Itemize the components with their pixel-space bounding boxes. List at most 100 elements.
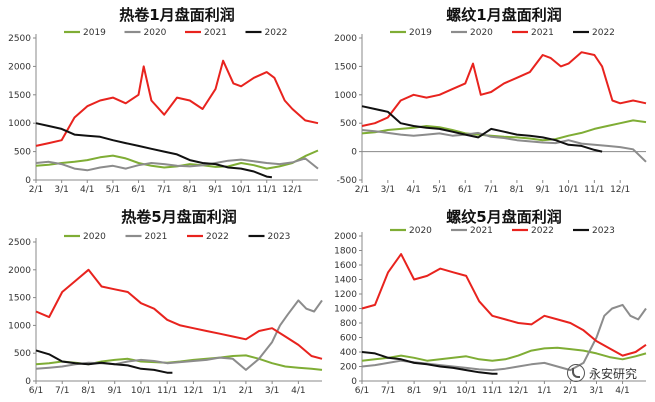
y-tick-label: 1000 — [8, 119, 31, 129]
y-tick-label: 1500 — [334, 62, 357, 72]
x-tick-label: 9/1 — [535, 185, 549, 195]
legend-label: 2023 — [268, 232, 291, 242]
legend-label: 2022 — [265, 28, 288, 38]
x-tick-label: 10/1 — [558, 185, 578, 195]
x-tick-label: 6/1 — [458, 185, 472, 195]
series-line-2020 — [361, 129, 647, 163]
x-tick-label: 2/1 — [29, 185, 43, 195]
x-tick-label: 3/1 — [589, 386, 603, 396]
chart-title: 热卷1月盘面利润 — [119, 6, 234, 24]
y-tick-label: 1000 — [8, 321, 31, 331]
x-tick-label: 9/1 — [433, 386, 447, 396]
chart-panel-2: 螺纹1月盘面利润 -500 0 500 1000 1500 2000 2/1 3/1 4/1 5/1… — [328, 0, 655, 200]
legend-label: 2020 — [144, 28, 167, 38]
y-tick-label: 600 — [340, 334, 357, 344]
x-tick-label: 5/1 — [106, 185, 120, 195]
series-line-2021 — [361, 51, 647, 127]
x-tick-label: 10/1 — [456, 386, 476, 396]
x-tick-label: 5/1 — [432, 185, 446, 195]
chart-svg: 热卷5月盘面利润 0 500 1000 1500 2000 2500 6/1 7/1 8/1 9/1… — [8, 208, 323, 396]
legend-label: 2022 — [531, 226, 554, 236]
x-tick-label: 12/1 — [282, 185, 302, 195]
series-line-2019 — [361, 119, 647, 142]
y-tick-label: 1500 — [8, 91, 31, 101]
y-tick-label: 500 — [14, 349, 31, 359]
series-line-2022 — [361, 105, 603, 153]
x-tick-label: 7/1 — [55, 386, 69, 396]
series-line-2023 — [35, 349, 173, 374]
y-tick-label: 0 — [351, 377, 357, 387]
x-tick-label: 3/1 — [381, 185, 395, 195]
y-tick-label: 0 — [351, 148, 357, 158]
x-tick-label: 3/1 — [54, 185, 68, 195]
x-tick-label: 4/1 — [80, 185, 94, 195]
chart-panel-4: 螺纹5月盘面利润 0 200 400 600 800 1000 1200 1400 1600 180… — [328, 202, 655, 402]
x-tick-label: 8/1 — [81, 386, 95, 396]
y-tick-label: 500 — [14, 148, 31, 158]
legend-label: 2019 — [409, 28, 432, 38]
series-line-2021 — [35, 59, 319, 147]
x-tick-label: 12/1 — [610, 185, 630, 195]
x-tick-label: 6/1 — [355, 386, 369, 396]
x-tick-label: 4/1 — [406, 185, 420, 195]
x-tick-label: 11/1 — [257, 185, 277, 195]
x-tick-label: 12/1 — [508, 386, 528, 396]
x-tick-label: 4/1 — [615, 386, 629, 396]
legend-label: 2020 — [470, 28, 493, 38]
x-tick-label: 2/1 — [563, 386, 577, 396]
x-tick-label: 2/1 — [355, 185, 369, 195]
series-line-2021 — [35, 299, 323, 371]
x-tick-label: 12/1 — [183, 386, 203, 396]
x-tick-label: 7/1 — [381, 386, 395, 396]
legend-label: 2021 — [531, 28, 554, 38]
x-tick-label: 6/1 — [131, 185, 145, 195]
chart-svg: 螺纹1月盘面利润 -500 0 500 1000 1500 2000 2/1 3/1 4/1 5/1… — [334, 6, 647, 195]
series-line-2020 — [361, 346, 647, 362]
legend-label: 2020 — [83, 232, 106, 242]
y-tick-label: 1000 — [334, 91, 357, 101]
x-tick-label: 11/1 — [584, 185, 604, 195]
series-line-2023 — [361, 351, 498, 375]
x-tick-label: 7/1 — [484, 185, 498, 195]
chart-svg: 螺纹5月盘面利润 0 200 400 600 800 1000 1200 1400 1600 180… — [334, 208, 647, 396]
y-tick-label: 1500 — [8, 294, 31, 304]
legend-label: 2020 — [409, 226, 432, 236]
x-tick-label: 1/1 — [212, 386, 226, 396]
chart-title: 螺纹1月盘面利润 — [446, 6, 561, 24]
series-line-2022 — [35, 268, 323, 360]
y-tick-label: 1000 — [334, 305, 357, 315]
y-tick-label: 800 — [340, 319, 357, 329]
series-line-2022 — [35, 122, 273, 179]
y-tick-label: 1200 — [334, 290, 357, 300]
y-tick-label: 2000 — [334, 232, 357, 242]
x-tick-label: 9/1 — [107, 386, 121, 396]
watermark: 永安研究 — [566, 364, 637, 382]
legend-label: 2021 — [204, 28, 227, 38]
x-tick-label: 3/1 — [265, 386, 279, 396]
legend-label: 2021 — [145, 232, 168, 242]
x-tick-label: 10/1 — [131, 386, 151, 396]
chart-title: 热卷5月盘面利润 — [121, 208, 236, 226]
chart-svg: 热卷1月盘面利润 0 500 1000 1500 2000 2500 2/1 3/1 4/1 5/1… — [8, 6, 319, 195]
x-tick-label: 2/1 — [239, 386, 253, 396]
wechat-logo-icon — [566, 364, 585, 382]
x-tick-label: 4/1 — [291, 386, 305, 396]
chart-panel-3: 热卷5月盘面利润 0 500 1000 1500 2000 2500 6/1 7/1 8/1 9/1… — [0, 202, 328, 402]
y-tick-label: 1600 — [334, 261, 357, 271]
y-tick-label: 0 — [25, 377, 31, 387]
series-line-2020 — [35, 157, 319, 172]
y-tick-label: 2500 — [8, 238, 31, 248]
legend-label: 2019 — [83, 28, 106, 38]
series-line-2022 — [361, 253, 647, 357]
y-tick-label: 2500 — [8, 34, 31, 44]
chart-panel-1: 热卷1月盘面利润 0 500 1000 1500 2000 2500 2/1 3/1 4/1 5/1… — [0, 0, 328, 200]
x-tick-label: 1/1 — [537, 386, 551, 396]
legend-label: 2022 — [592, 28, 615, 38]
y-tick-label: 2000 — [8, 62, 31, 72]
y-tick-label: 200 — [340, 363, 357, 373]
x-tick-label: 11/1 — [482, 386, 502, 396]
y-tick-label: 0 — [25, 176, 31, 186]
x-tick-label: 9/1 — [208, 185, 222, 195]
x-tick-label: 7/1 — [157, 185, 171, 195]
legend-label: 2022 — [206, 232, 229, 242]
